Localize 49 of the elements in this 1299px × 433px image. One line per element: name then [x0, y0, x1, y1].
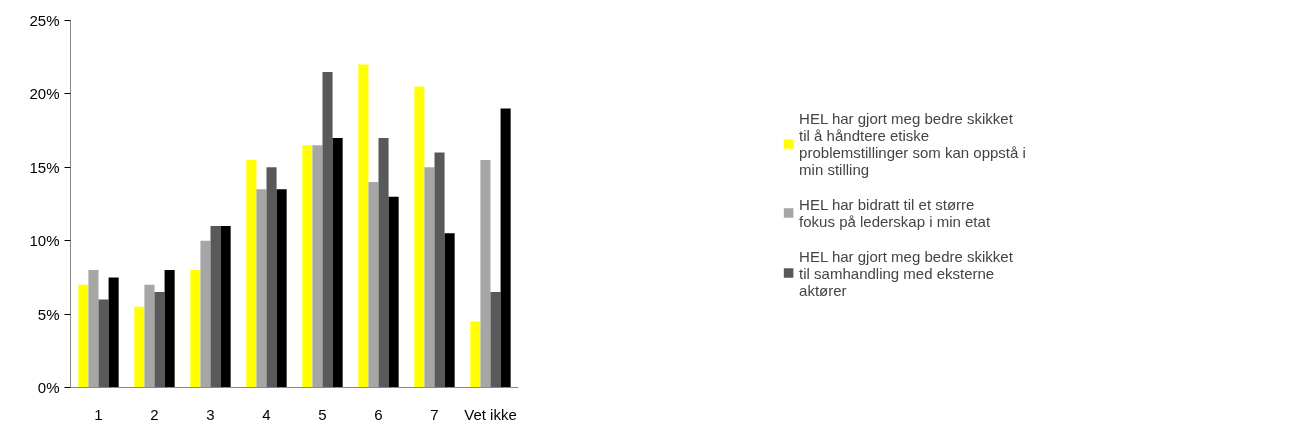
x-tick-label: 4 — [262, 405, 271, 423]
bar — [388, 196, 399, 388]
bar — [332, 137, 343, 388]
x-tick-label: 3 — [206, 405, 215, 423]
x-tick-label: 7 — [430, 405, 439, 423]
bar — [164, 270, 175, 388]
bar — [312, 145, 323, 388]
bar — [500, 108, 511, 388]
bar — [368, 181, 379, 388]
bar — [200, 240, 211, 388]
x-tick-label: Vet ikke — [464, 405, 517, 423]
y-tick-label: 5% — [37, 305, 60, 323]
bar — [210, 226, 221, 388]
bar — [256, 189, 267, 388]
bar — [302, 145, 313, 388]
bar — [490, 292, 501, 388]
bar — [108, 277, 119, 388]
bar — [358, 64, 369, 388]
x-tick-label: 2 — [150, 405, 159, 423]
bar — [322, 71, 333, 388]
x-tick-label: 5 — [318, 405, 327, 423]
y-tick-label: 10% — [29, 232, 60, 250]
bar — [276, 189, 287, 388]
y-tick-label: 25% — [29, 12, 60, 29]
legend-label: HEL har bidratt til et større fokus på lederskap i min etat — [799, 195, 991, 229]
bar — [480, 159, 491, 388]
bar — [414, 86, 425, 388]
bar — [434, 152, 445, 388]
bar — [220, 226, 231, 388]
bar — [134, 306, 145, 388]
bar — [78, 284, 89, 388]
x-tick-label: 1 — [94, 405, 103, 423]
x-tick-label: 6 — [374, 405, 383, 423]
bar — [266, 167, 277, 388]
bar — [470, 321, 481, 388]
y-tick-label: 0% — [37, 379, 60, 396]
y-tick-label: 15% — [29, 158, 60, 176]
bar — [424, 167, 435, 388]
bar — [154, 292, 165, 388]
legend-label: HEL har gjort meg bedre skikket til å håndtere etiske problemstillinger som kan oppstå i min stilling — [799, 109, 1026, 177]
bar — [144, 284, 155, 388]
legend-label: HEL har gjort meg bedre skikket til samhandling med eksterne aktører — [799, 247, 1013, 298]
bar — [378, 137, 389, 388]
bar — [88, 270, 99, 388]
bar — [98, 299, 109, 388]
bar — [444, 233, 455, 388]
y-tick-label: 20% — [29, 85, 60, 103]
bar — [246, 159, 257, 388]
bar — [190, 270, 201, 388]
